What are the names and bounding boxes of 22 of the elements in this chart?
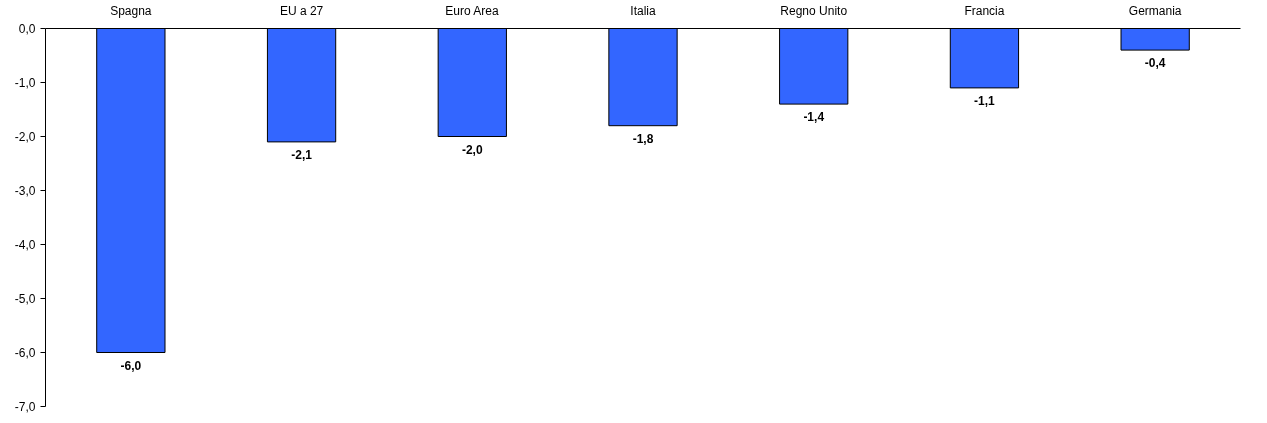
x-tick-label: Spagna [110, 3, 152, 18]
x-tick-label: Euro Area [445, 3, 499, 18]
y-tick-label: -6,0 [14, 346, 36, 360]
y-tick-label: -5,0 [14, 292, 36, 306]
y-tick-label: -1,0 [14, 76, 36, 90]
x-tick-label: Italia [630, 3, 656, 18]
data-label: -0,4 [1144, 56, 1166, 71]
y-tick-label: -7,0 [14, 400, 36, 414]
x-tick-label: Regno Unito [780, 3, 848, 18]
data-label: -2,0 [461, 142, 483, 157]
y-tick-label: -3,0 [14, 184, 36, 198]
x-tick-label: Germania [1128, 3, 1182, 18]
data-label: -6,0 [120, 358, 142, 373]
data-label: -1,8 [632, 131, 654, 146]
y-tick-label: -4,0 [14, 238, 36, 252]
y-tick-label: -2,0 [14, 130, 36, 144]
x-tick-label: EU a 27 [279, 3, 324, 18]
data-label: -1,4 [803, 110, 825, 125]
y-tick-label: 0,0 [18, 22, 36, 36]
data-label: -2,1 [291, 147, 313, 162]
data-label: -1,1 [974, 93, 996, 108]
x-tick-label: Francia [964, 3, 1005, 18]
